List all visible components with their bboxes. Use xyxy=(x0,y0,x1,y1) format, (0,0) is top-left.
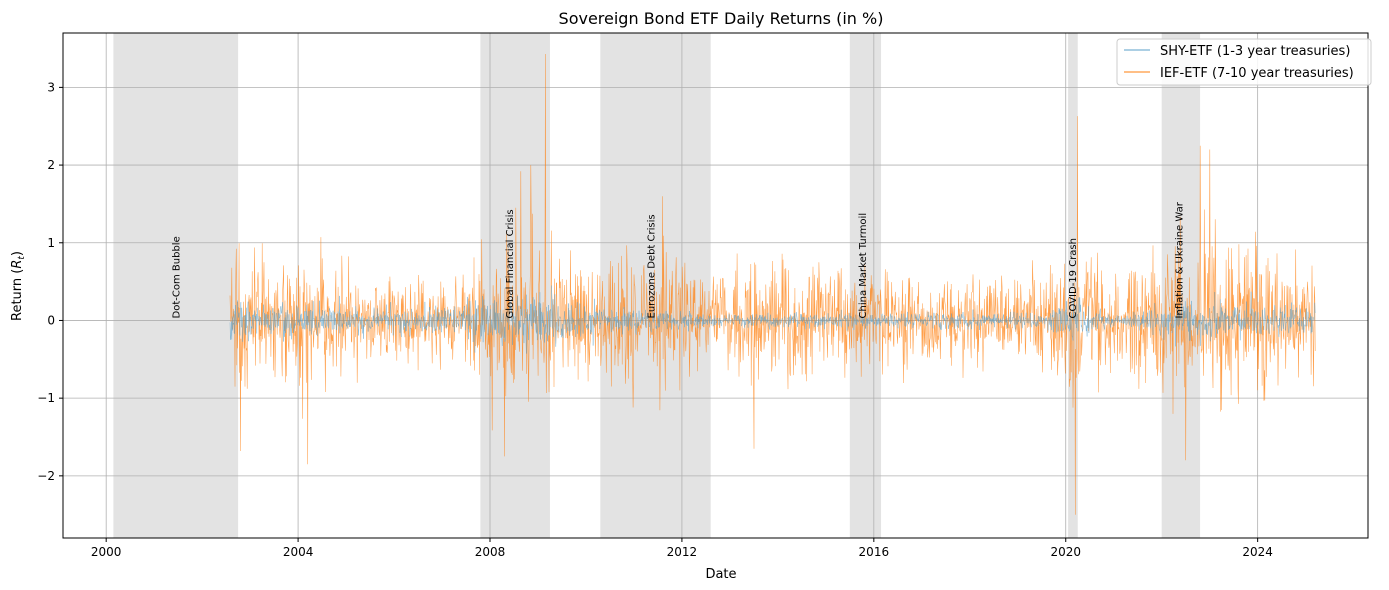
shaded-period xyxy=(113,33,239,538)
x-tick-label: 2012 xyxy=(667,545,698,559)
x-axis-label: Date xyxy=(705,567,736,582)
x-tick-label: 2016 xyxy=(859,545,890,559)
y-tick-label: 3 xyxy=(47,80,55,94)
series-lines xyxy=(229,53,1316,515)
period-label: Eurozone Debt Crisis xyxy=(647,214,658,318)
period-labels: Dot-Com Bubble Global Financial Crisis Eur… xyxy=(172,201,1186,318)
x-tick-label: 2004 xyxy=(283,545,314,559)
y-tick-label: 1 xyxy=(47,236,55,250)
plot-frame xyxy=(62,32,1369,539)
y-axis-label-close: ) xyxy=(10,251,25,256)
y-tick-label: 0 xyxy=(47,313,55,327)
shaded-period xyxy=(1068,33,1078,538)
y-axis-label-sub: t xyxy=(17,256,27,260)
y-axis-label-var: R xyxy=(10,260,25,269)
series-line-shy xyxy=(229,285,1316,354)
x-tick-label: 2020 xyxy=(1050,545,1081,559)
chart-title: Sovereign Bond ETF Daily Returns (in %) xyxy=(559,9,884,28)
legend-label-ief: IEF-ETF (7-10 year treasuries) xyxy=(1160,66,1354,81)
x-tick-label: 2024 xyxy=(1242,545,1273,559)
period-label: Inflation & Ukraine War xyxy=(1174,201,1185,318)
y-axis-label-main: Return ( xyxy=(10,269,25,321)
y-axis-ticks: −2 −1 0 1 2 3 xyxy=(37,80,63,483)
period-label: China Market Turmoil xyxy=(858,213,869,319)
legend-label-shy: SHY-ETF (1-3 year treasuries) xyxy=(1160,44,1350,59)
legend-box xyxy=(1116,38,1372,86)
x-tick-label: 2000 xyxy=(91,545,122,559)
x-tick-label: 2008 xyxy=(475,545,506,559)
y-axis-label: Return (Rt) xyxy=(10,251,27,321)
y-tick-label: −2 xyxy=(37,469,55,483)
y-tick-label: −1 xyxy=(37,391,55,405)
period-label: COVID-19 Crash xyxy=(1068,238,1079,318)
series-line-ief xyxy=(229,53,1316,515)
y-tick-label: 2 xyxy=(47,158,55,172)
period-label: Global Financial Crisis xyxy=(505,209,516,318)
period-label: Dot-Com Bubble xyxy=(172,236,183,318)
legend: SHY-ETF (1-3 year treasuries) IEF-ETF (7… xyxy=(1116,38,1372,86)
x-axis-ticks: 2000 2004 2008 2012 2016 2020 2024 xyxy=(91,538,1273,559)
